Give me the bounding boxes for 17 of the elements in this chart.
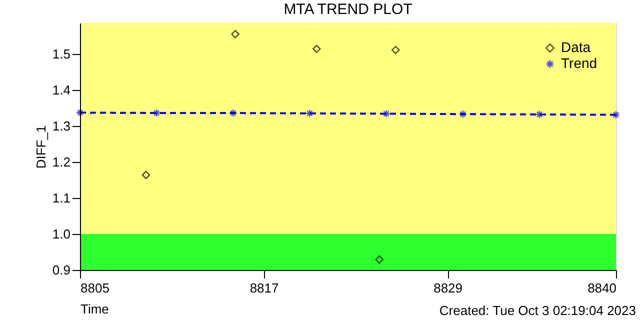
x-tick-label: 8829 [434, 280, 463, 296]
y-tick-label: 1.4 [52, 82, 70, 98]
y-tick-label: 1.5 [52, 46, 70, 62]
x-tick-label: 8840 [588, 280, 616, 296]
text: Created: Tue Oct 3 02:19:04 2023 [439, 303, 636, 318]
y-tick-label: 0.9 [52, 262, 70, 278]
y-tick-label: 1.0 [52, 226, 70, 242]
x-tick-label: 8805 [80, 280, 110, 296]
y-tick-label: 1.1 [52, 190, 70, 206]
y-axis-title: DIFF_1 [33, 125, 48, 169]
x-tick-label: 8817 [250, 280, 279, 296]
y-tick-label: 1.3 [52, 118, 70, 134]
legend-label: Trend [561, 55, 598, 71]
chart-title: MTA TREND PLOT [284, 1, 412, 18]
x-axis-title: Time [80, 302, 109, 316]
legend-label: Data [561, 39, 591, 55]
y-tick-label: 1.2 [52, 154, 70, 170]
